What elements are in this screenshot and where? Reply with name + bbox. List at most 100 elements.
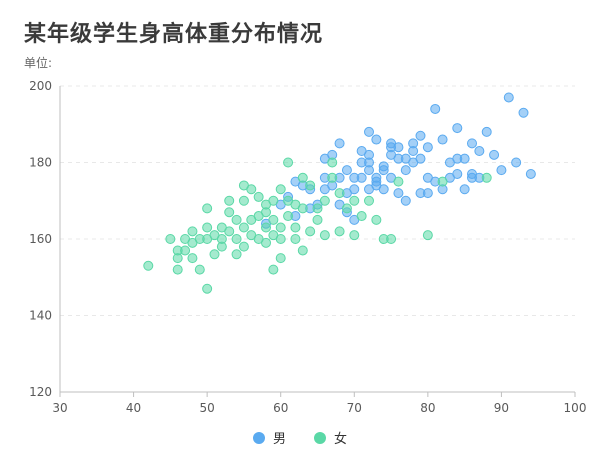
male-point bbox=[422, 142, 433, 153]
male-point bbox=[408, 146, 419, 157]
x-tick-label: 40 bbox=[126, 401, 141, 415]
female-point bbox=[275, 184, 286, 195]
male-point bbox=[437, 134, 448, 145]
male-point bbox=[400, 195, 411, 206]
male-point bbox=[334, 138, 345, 149]
male-point bbox=[364, 126, 374, 137]
male-point bbox=[371, 176, 382, 187]
female-point bbox=[261, 222, 271, 233]
female-point bbox=[275, 222, 286, 233]
female-point bbox=[290, 222, 301, 233]
female-point bbox=[319, 195, 330, 206]
female-point bbox=[312, 214, 323, 225]
female-point bbox=[327, 172, 338, 183]
female-point bbox=[238, 241, 249, 252]
male-point bbox=[422, 172, 433, 183]
male-point bbox=[341, 165, 352, 176]
female-point bbox=[275, 253, 286, 264]
female-point bbox=[290, 234, 301, 244]
female-point bbox=[224, 207, 235, 218]
legend-item-male[interactable]: 男 bbox=[252, 428, 286, 447]
female-point bbox=[238, 195, 249, 206]
male-point bbox=[525, 168, 536, 179]
female-point bbox=[231, 249, 242, 260]
x-tick-label: 100 bbox=[564, 401, 587, 415]
male-point bbox=[349, 184, 360, 195]
male-point bbox=[518, 107, 529, 118]
legend-item-female[interactable]: 女 bbox=[314, 428, 347, 447]
female-point bbox=[202, 222, 213, 233]
female-point bbox=[349, 230, 360, 241]
x-tick-label: 30 bbox=[52, 401, 67, 415]
female-point bbox=[312, 203, 323, 214]
female-point bbox=[268, 195, 279, 206]
female-point bbox=[187, 253, 198, 264]
female-point bbox=[268, 264, 279, 275]
female-point bbox=[386, 234, 397, 244]
male-point bbox=[467, 138, 477, 149]
y-tick-label: 180 bbox=[29, 156, 52, 170]
female-point bbox=[334, 226, 345, 237]
male-point bbox=[430, 103, 441, 114]
male-point bbox=[452, 123, 463, 134]
male-point bbox=[496, 165, 507, 176]
female-point bbox=[422, 230, 433, 241]
female-point bbox=[305, 180, 316, 191]
male-point bbox=[378, 184, 389, 195]
female-point bbox=[261, 237, 271, 248]
male-point bbox=[415, 153, 426, 164]
male-point bbox=[364, 184, 374, 195]
male-point bbox=[481, 126, 492, 137]
legend: 男 女 bbox=[0, 428, 600, 447]
y-tick-label: 200 bbox=[29, 79, 52, 93]
female-point bbox=[334, 188, 345, 199]
female-point bbox=[209, 249, 220, 260]
female-point bbox=[364, 195, 374, 206]
female-point bbox=[349, 195, 360, 206]
female-point bbox=[231, 214, 242, 225]
legend-swatch-female bbox=[314, 431, 326, 444]
female-point bbox=[187, 226, 198, 237]
male-point bbox=[415, 130, 426, 141]
female-point bbox=[356, 211, 367, 222]
legend-swatch-male bbox=[252, 431, 265, 444]
female-point bbox=[319, 230, 330, 241]
female-point bbox=[238, 222, 249, 233]
female-point bbox=[224, 226, 235, 237]
male-point bbox=[415, 188, 426, 199]
female-point bbox=[202, 283, 213, 294]
female-point bbox=[165, 234, 176, 244]
female-point bbox=[371, 214, 382, 225]
male-point bbox=[371, 134, 382, 145]
female-point bbox=[172, 245, 183, 256]
male-point bbox=[393, 188, 404, 199]
male-point bbox=[474, 146, 485, 157]
female-point bbox=[283, 211, 294, 222]
female-point bbox=[275, 234, 286, 244]
female-point bbox=[194, 264, 205, 275]
male-point bbox=[386, 138, 397, 149]
female-point bbox=[246, 184, 257, 195]
y-tick-label: 120 bbox=[29, 385, 52, 399]
female-point bbox=[283, 157, 294, 168]
y-tick-label: 140 bbox=[29, 309, 52, 323]
female-point bbox=[143, 260, 154, 271]
legend-label-female: 女 bbox=[334, 432, 348, 447]
female-point bbox=[327, 157, 338, 168]
male-point bbox=[489, 149, 500, 160]
x-tick-label: 90 bbox=[494, 401, 509, 415]
male-point bbox=[503, 92, 514, 103]
female-point bbox=[305, 226, 316, 237]
y-axis-unit-label: 单位: bbox=[24, 56, 53, 70]
female-point bbox=[224, 195, 235, 206]
male-point bbox=[356, 146, 367, 157]
female-point bbox=[172, 264, 183, 275]
legend-label-male: 男 bbox=[272, 432, 286, 447]
male-point bbox=[378, 165, 389, 176]
x-tick-label: 80 bbox=[420, 401, 435, 415]
female-point bbox=[297, 203, 308, 214]
female-point bbox=[481, 172, 492, 183]
female-point bbox=[231, 234, 242, 244]
